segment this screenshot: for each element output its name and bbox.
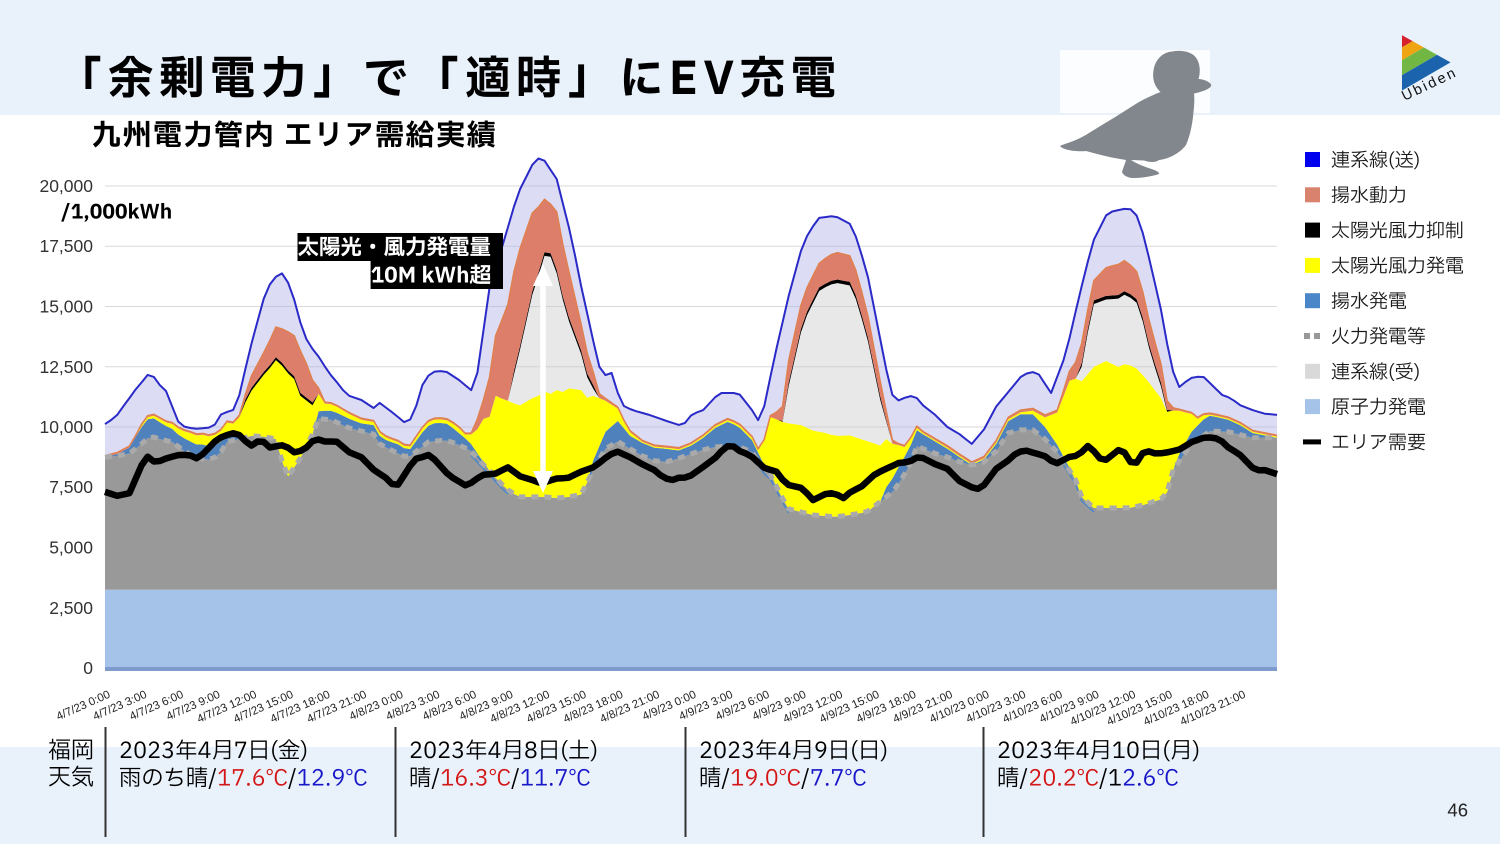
- svg-text:0: 0: [83, 658, 93, 678]
- svg-text:7,500: 7,500: [49, 477, 93, 497]
- svg-text:15,000: 15,000: [39, 297, 93, 317]
- svg-text:12,500: 12,500: [39, 357, 93, 377]
- svg-text:20,000: 20,000: [39, 176, 93, 196]
- svg-text:2,500: 2,500: [49, 598, 93, 618]
- svg-text:5,000: 5,000: [49, 538, 93, 558]
- svg-text:17,500: 17,500: [39, 236, 93, 256]
- svg-text:10,000: 10,000: [39, 417, 93, 437]
- svg-text:46: 46: [1447, 800, 1468, 821]
